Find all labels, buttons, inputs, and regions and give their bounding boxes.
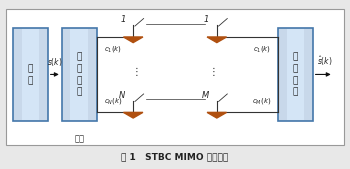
Text: $c_M(k)$: $c_M(k)$ <box>252 96 271 106</box>
Text: 图 1   STBC MIMO 系统原理: 图 1 STBC MIMO 系统原理 <box>121 153 229 162</box>
Text: M: M <box>202 91 209 100</box>
FancyBboxPatch shape <box>278 28 313 121</box>
Text: $c_N(k)$: $c_N(k)$ <box>104 96 122 106</box>
Polygon shape <box>207 112 226 118</box>
Text: ⋮: ⋮ <box>132 67 141 77</box>
Text: 1: 1 <box>204 15 209 24</box>
Text: ⋮: ⋮ <box>209 67 218 77</box>
FancyBboxPatch shape <box>287 29 304 120</box>
FancyBboxPatch shape <box>13 28 48 121</box>
Text: $\hat{s}(k)$: $\hat{s}(k)$ <box>317 54 333 68</box>
Text: 空
时
解
码: 空 时 解 码 <box>293 52 298 97</box>
Text: 信
源: 信 源 <box>28 64 33 85</box>
Text: $c_1(k)$: $c_1(k)$ <box>253 44 271 54</box>
Bar <box>6 9 344 145</box>
FancyBboxPatch shape <box>62 28 97 121</box>
FancyBboxPatch shape <box>22 29 39 120</box>
Text: $c_1(k)$: $c_1(k)$ <box>104 44 122 54</box>
Polygon shape <box>124 37 143 43</box>
Text: 1: 1 <box>121 15 126 24</box>
Text: 空
时
编
码: 空 时 编 码 <box>76 52 82 97</box>
Text: 发射: 发射 <box>74 135 84 143</box>
FancyBboxPatch shape <box>70 29 88 120</box>
Text: $s(k)$: $s(k)$ <box>47 56 63 68</box>
Polygon shape <box>124 112 143 118</box>
Polygon shape <box>207 37 226 43</box>
Text: N: N <box>119 91 126 100</box>
